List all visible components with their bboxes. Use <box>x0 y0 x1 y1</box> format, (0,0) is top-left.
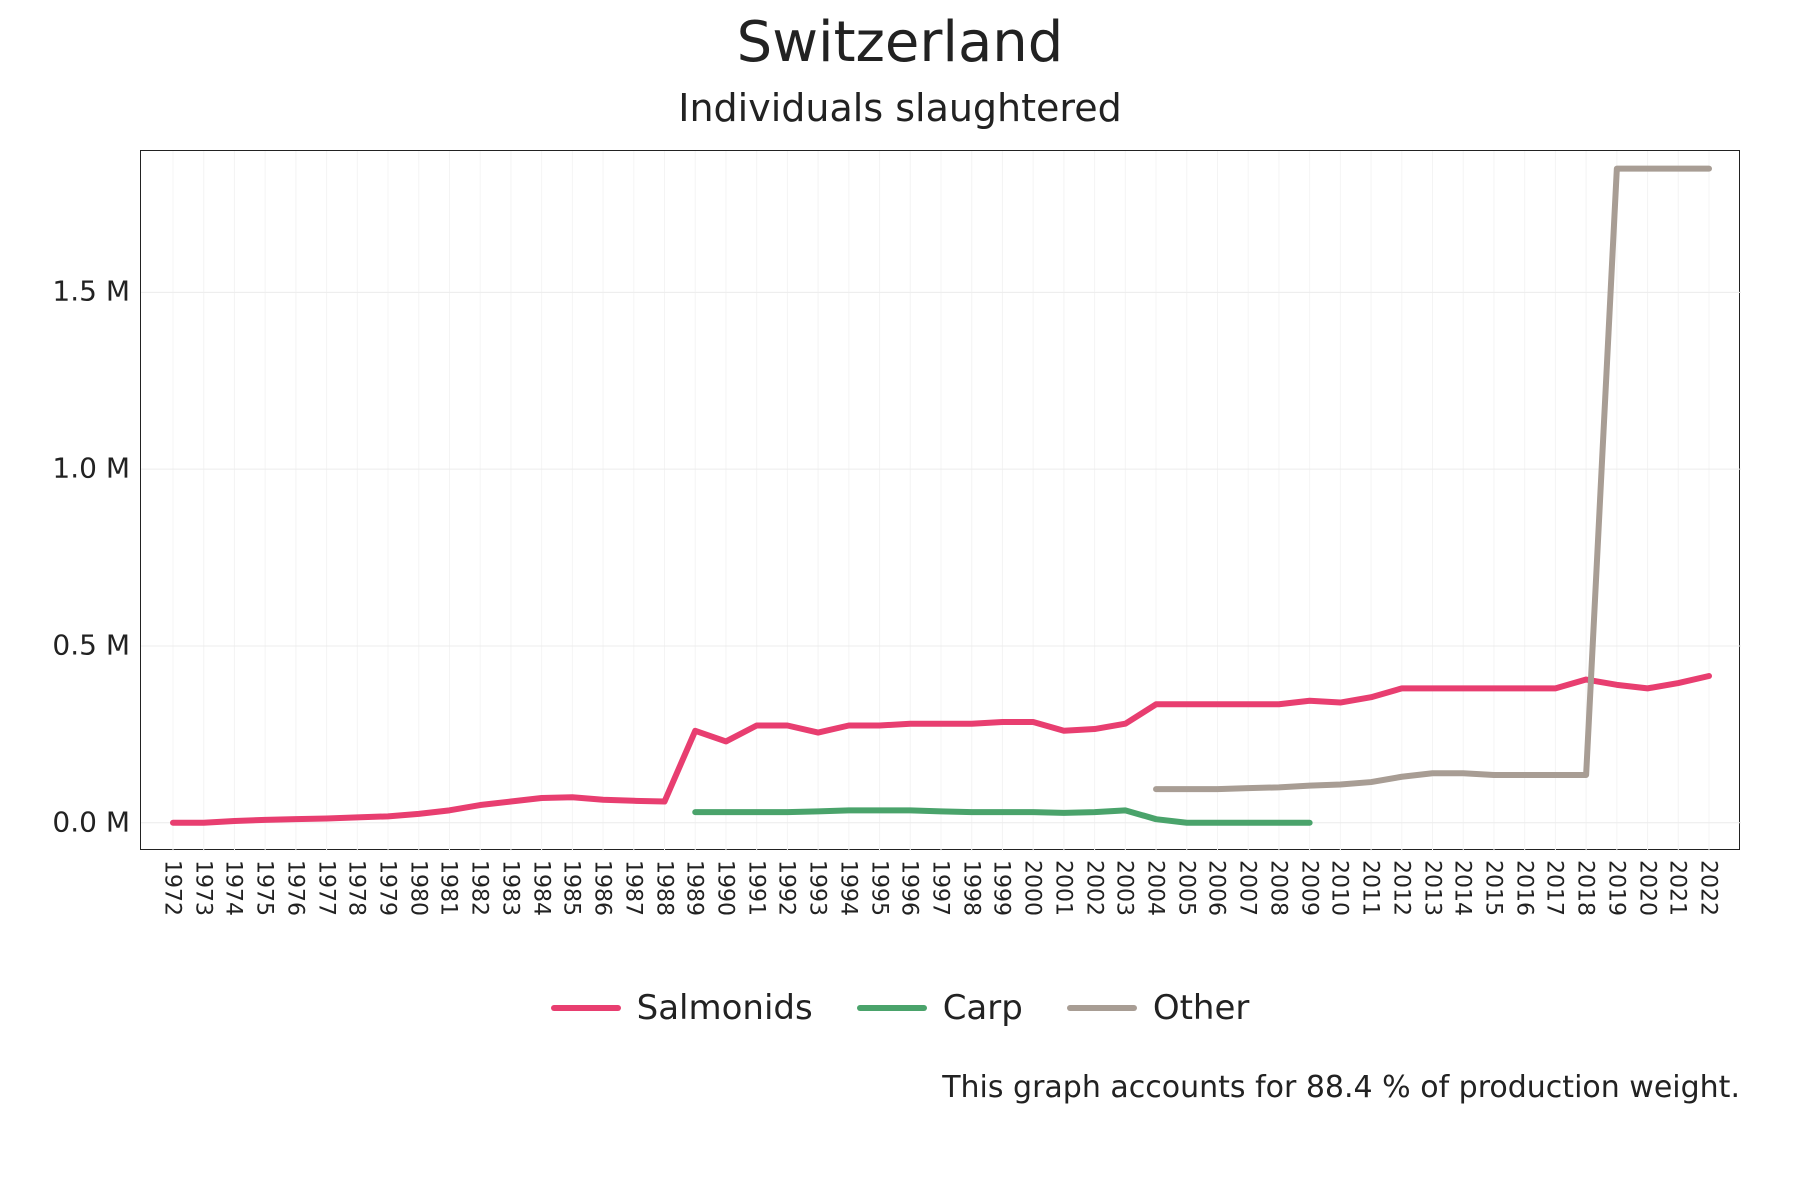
plot-area <box>140 150 1740 850</box>
x-tick-label: 1990 <box>712 860 737 916</box>
x-tick-label: 2005 <box>1173 860 1198 916</box>
x-tick-label: 1985 <box>559 860 584 916</box>
legend-label: Salmonids <box>637 988 813 1028</box>
x-tick-label: 2017 <box>1542 860 1567 916</box>
x-tick-label: 1981 <box>436 860 461 916</box>
chart-container: Switzerland Individuals slaughtered 0.0 … <box>0 0 1800 1200</box>
x-tick-label: 1984 <box>528 860 553 916</box>
x-tick-label: 1980 <box>405 860 430 916</box>
chart-caption: This graph accounts for 88.4 % of produc… <box>942 1070 1740 1105</box>
x-tick-label: 2008 <box>1265 860 1290 916</box>
x-tick-label: 2016 <box>1511 860 1536 916</box>
x-tick-label: 1989 <box>682 860 707 916</box>
x-tick-label: 1999 <box>989 860 1014 916</box>
x-tick-label: 2011 <box>1358 860 1383 916</box>
x-tick-label: 1997 <box>928 860 953 916</box>
x-tick-label: 1995 <box>866 860 891 916</box>
x-tick-label: 1983 <box>497 860 522 916</box>
chart-title: Switzerland <box>0 10 1800 75</box>
x-tick-label: 2010 <box>1327 860 1352 916</box>
legend-swatch <box>551 1005 621 1011</box>
x-tick-label: 2001 <box>1050 860 1075 916</box>
x-tick-label: 2002 <box>1081 860 1106 916</box>
x-tick-label: 2012 <box>1388 860 1413 916</box>
x-tick-label: 2015 <box>1480 860 1505 916</box>
x-tick-label: 2014 <box>1450 860 1475 916</box>
x-tick-label: 1994 <box>835 860 860 916</box>
x-tick-label: 1996 <box>897 860 922 916</box>
x-tick-label: 1993 <box>805 860 830 916</box>
x-tick-label: 2018 <box>1573 860 1598 916</box>
x-tick-label: 1991 <box>743 860 768 916</box>
chart-subtitle: Individuals slaughtered <box>0 86 1800 130</box>
x-tick-label: 2006 <box>1204 860 1229 916</box>
x-tick-label: 1977 <box>313 860 338 916</box>
x-tick-label: 1978 <box>344 860 369 916</box>
y-tick-label: 0.0 M <box>10 805 130 838</box>
x-tick-label: 2020 <box>1634 860 1659 916</box>
x-tick-label: 1988 <box>651 860 676 916</box>
x-tick-label: 1987 <box>620 860 645 916</box>
x-tick-label: 1992 <box>774 860 799 916</box>
x-tick-label: 1979 <box>375 860 400 916</box>
legend: Salmonids Carp Other <box>0 980 1800 1028</box>
legend-label: Other <box>1153 988 1250 1028</box>
x-tick-label: 2004 <box>1143 860 1168 916</box>
legend-item: Other <box>1067 988 1250 1028</box>
x-tick-label: 2009 <box>1296 860 1321 916</box>
y-tick-label: 0.5 M <box>10 628 130 661</box>
legend-swatch <box>857 1005 927 1011</box>
x-tick-label: 1998 <box>958 860 983 916</box>
x-tick-label: 1973 <box>190 860 215 916</box>
y-tick-label: 1.0 M <box>10 452 130 485</box>
x-tick-label: 1982 <box>467 860 492 916</box>
x-tick-label: 1974 <box>221 860 246 916</box>
x-tick-label: 2003 <box>1112 860 1137 916</box>
y-tick-label: 1.5 M <box>10 275 130 308</box>
x-tick-label: 1972 <box>160 860 185 916</box>
plot-svg <box>141 151 1741 851</box>
x-tick-label: 1975 <box>252 860 277 916</box>
x-tick-label: 2007 <box>1235 860 1260 916</box>
legend-item: Salmonids <box>551 988 813 1028</box>
legend-item: Carp <box>857 988 1023 1028</box>
x-tick-label: 1976 <box>282 860 307 916</box>
x-tick-label: 2013 <box>1419 860 1444 916</box>
x-tick-label: 2022 <box>1696 860 1721 916</box>
x-tick-label: 2021 <box>1665 860 1690 916</box>
x-tick-label: 2000 <box>1020 860 1045 916</box>
legend-label: Carp <box>943 988 1023 1028</box>
x-tick-label: 1986 <box>590 860 615 916</box>
x-tick-label: 2019 <box>1603 860 1628 916</box>
legend-swatch <box>1067 1005 1137 1011</box>
